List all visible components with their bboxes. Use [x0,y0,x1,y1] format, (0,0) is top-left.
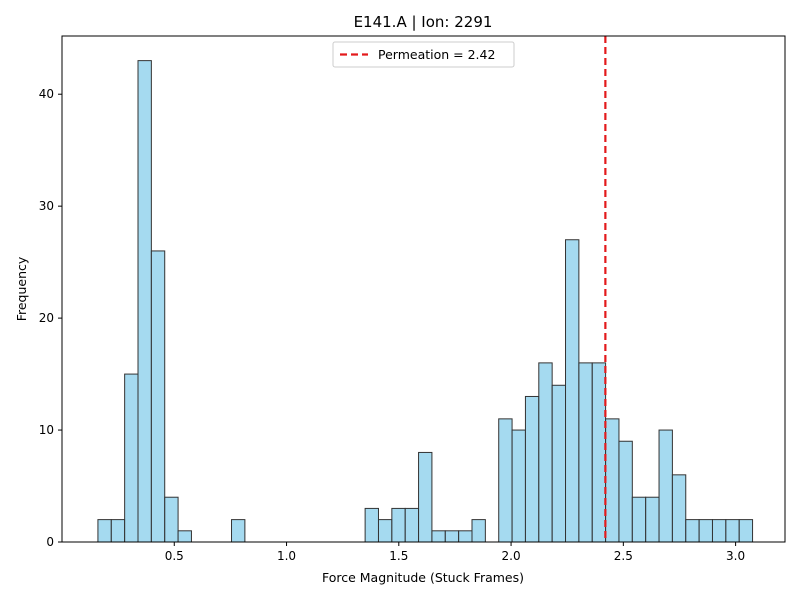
histogram-bar [511,429,526,543]
x-tick-label: 2.5 [614,549,633,563]
legend: Permeation = 2.42 [332,41,515,68]
histogram-bar [685,519,700,543]
histogram-bar [631,496,647,543]
y-tick-label: 0 [46,535,54,549]
x-axis-label: Force Magnitude (Stuck Frames) [322,570,524,585]
legend-label: Permeation = 2.42 [378,47,495,62]
histogram-bar [418,451,433,543]
chart-title: E141.A | Ion: 2291 [354,13,493,31]
y-tick-label: 10 [39,423,54,437]
histogram-bar [725,519,740,543]
histogram-bar [391,507,406,543]
histogram-bar [110,519,126,543]
histogram-bar [177,530,192,543]
x-tick-label: 3.0 [726,549,745,563]
histogram-bar [538,362,553,543]
histogram-bar [605,418,620,543]
histogram-bar [458,530,473,543]
plot-frame [61,35,786,543]
histogram-bar [591,362,607,543]
bars-group [97,60,754,543]
histogram-bar [671,474,687,543]
histogram-bar [404,507,420,543]
histogram-bar [565,239,580,543]
histogram-bar [377,519,393,543]
histogram-bar [164,496,179,543]
x-axis-ticks: 0.5 1.0 1.5 2.0 2.5 3.0 [165,542,745,563]
y-tick-label: 30 [39,199,54,213]
histogram-bar [578,362,593,543]
histogram-bar [471,519,486,543]
histogram-bar [231,519,246,543]
histogram-bar [431,530,446,543]
y-tick-label: 40 [39,87,54,101]
histogram-bar [711,519,727,543]
histogram-bar [658,429,673,543]
histogram-bar [444,530,460,543]
histogram-bar [364,507,379,543]
y-axis-ticks: 0 10 20 30 40 [39,87,62,549]
histogram-bar [618,440,633,543]
y-axis-label: Frequency [14,256,29,321]
histogram-bar [738,519,754,543]
histogram-bar [551,384,567,543]
y-tick-label: 20 [39,311,54,325]
histogram-bar [97,519,112,543]
histogram-bar [137,60,152,543]
histogram-bar [150,250,166,543]
x-tick-label: 1.0 [277,549,296,563]
x-tick-label: 1.5 [389,549,408,563]
x-tick-label: 2.0 [502,549,521,563]
histogram-bar [124,373,139,543]
legend-box [332,41,515,68]
histogram-bar [498,418,513,543]
x-tick-label: 0.5 [165,549,184,563]
histogram-bar [698,519,713,543]
histogram-bar [524,395,540,543]
histogram-bar [645,496,660,543]
